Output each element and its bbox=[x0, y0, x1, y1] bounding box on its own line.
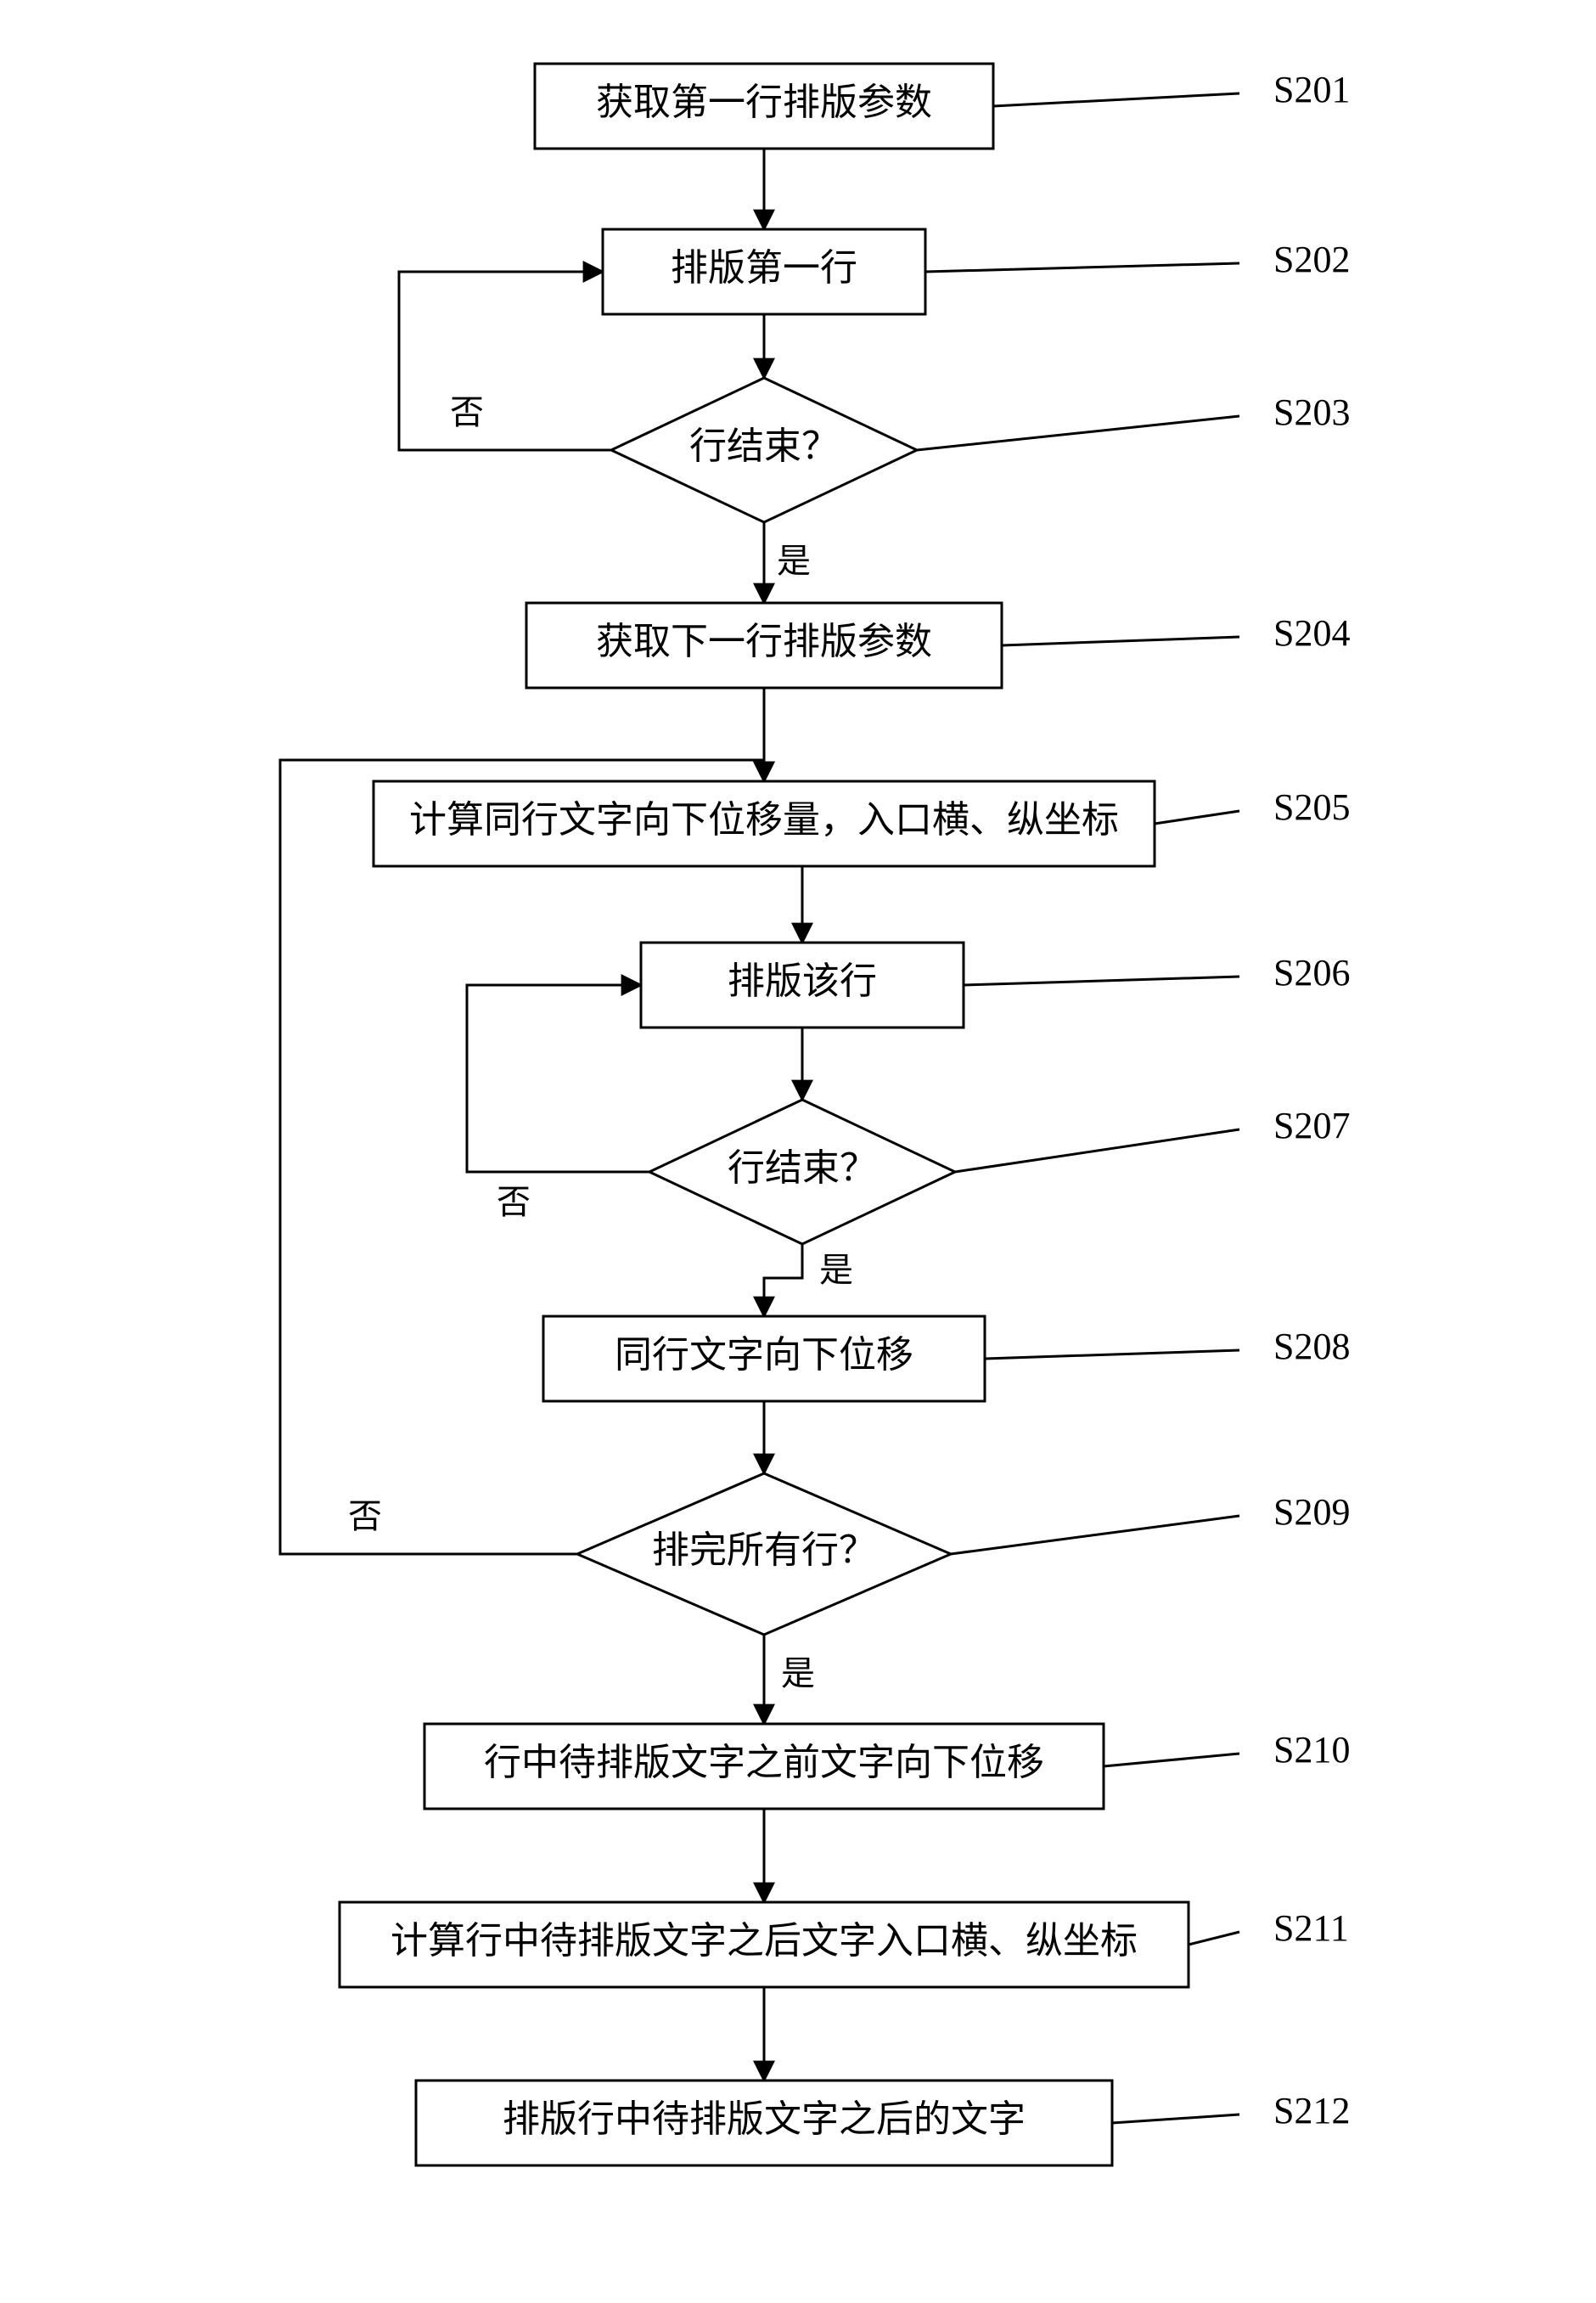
t-202 bbox=[925, 263, 1239, 272]
e-207-no-label: 否 bbox=[497, 1183, 531, 1221]
node-s212-text: 排版行中待排版文字之后的文字 bbox=[503, 2098, 1026, 2140]
t-211 bbox=[1189, 1932, 1239, 1945]
t-204 bbox=[1002, 637, 1239, 645]
t-210 bbox=[1104, 1754, 1239, 1766]
tag-s205: S205 bbox=[1273, 786, 1350, 828]
e-207-no bbox=[467, 985, 649, 1172]
node-s207-text: 行结束？ bbox=[728, 1147, 877, 1189]
tag-s206: S206 bbox=[1273, 952, 1350, 994]
t-206 bbox=[964, 977, 1239, 985]
t-209 bbox=[951, 1516, 1239, 1554]
tag-s201: S201 bbox=[1273, 69, 1350, 110]
t-201 bbox=[993, 93, 1239, 106]
e-203-no bbox=[399, 272, 611, 450]
e-207-208-yes bbox=[764, 1244, 802, 1316]
node-s211-text: 计算行中待排版文字之后文字入口横、纵坐标 bbox=[391, 1920, 1138, 1962]
node-s205-text: 计算同行文字向下位移量，入口横、纵坐标 bbox=[409, 799, 1119, 841]
tag-s210: S210 bbox=[1273, 1729, 1350, 1771]
t-208 bbox=[985, 1350, 1239, 1359]
tag-s212: S212 bbox=[1273, 2090, 1350, 2131]
tag-s208: S208 bbox=[1273, 1326, 1350, 1367]
node-s206-text: 排版该行 bbox=[728, 960, 877, 1002]
tag-s204: S204 bbox=[1273, 612, 1350, 654]
node-s208-text: 同行文字向下位移 bbox=[615, 1334, 913, 1376]
node-s203-text: 行结束？ bbox=[689, 425, 839, 467]
node-s204-text: 获取下一行排版参数 bbox=[596, 621, 932, 662]
e-203-204-yes-label: 是 bbox=[777, 542, 811, 580]
t-212 bbox=[1112, 2114, 1239, 2123]
e-207-208-yes-label: 是 bbox=[819, 1251, 853, 1289]
node-s202-text: 排版第一行 bbox=[671, 247, 857, 289]
node-s210-text: 行中待排版文字之前文字向下位移 bbox=[484, 1742, 1044, 1783]
tag-s203: S203 bbox=[1273, 391, 1350, 433]
node-s201-text: 获取第一行排版参数 bbox=[596, 82, 932, 123]
node-s209-text: 排完所有行？ bbox=[652, 1529, 876, 1571]
tag-s211: S211 bbox=[1273, 1907, 1349, 1949]
e-209-210-yes-label: 是 bbox=[781, 1654, 815, 1692]
tag-s207: S207 bbox=[1273, 1105, 1350, 1146]
tag-s209: S209 bbox=[1273, 1491, 1350, 1533]
e-203-no-label: 否 bbox=[450, 393, 484, 431]
e-209-no-label: 否 bbox=[348, 1497, 382, 1535]
t-207 bbox=[955, 1129, 1239, 1172]
t-205 bbox=[1155, 811, 1239, 824]
t-203 bbox=[917, 416, 1239, 450]
tag-s202: S202 bbox=[1273, 239, 1350, 280]
